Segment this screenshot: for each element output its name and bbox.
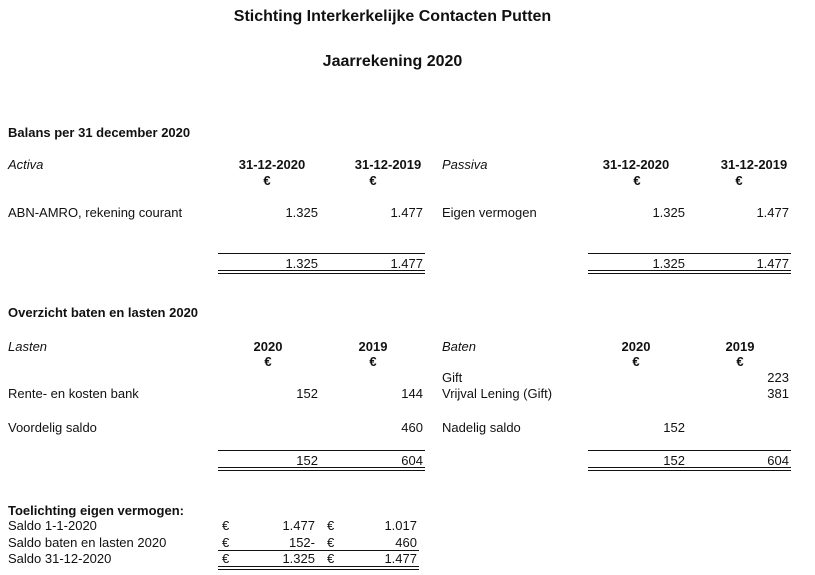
toelichting-currency-2: € [327,551,335,566]
passiva-row-label: Eigen vermogen [442,205,537,220]
toelichting-value-1: 1.325 [282,551,315,566]
activa-col1-header: 31-12-2020 [238,157,306,172]
lasten-col2-header: 2019 [358,339,388,354]
activa-row-value-2020: 1.325 [285,205,318,220]
passiva-col1-currency: € [633,173,641,188]
balans-heading: Balans per 31 december 2020 [8,125,191,140]
toelichting-row-label: Saldo 1-1-2020 [8,518,97,533]
passiva-total-2020: 1.325 [652,256,685,271]
baten-total-2019: 604 [767,453,789,468]
passiva-double-rule [588,270,791,274]
baten-row-label: Vrijval Lening (Gift) [442,386,553,401]
activa-col2-currency: € [369,173,377,188]
lasten-total-2019: 604 [401,453,423,468]
activa-row-label: ABN-AMRO, rekening courant [8,205,183,220]
baten-total-2020: 152 [663,453,685,468]
toelichting-currency-1: € [222,518,230,533]
baten-row-value-2019: 223 [767,370,789,385]
baten-col1-header: 2020 [621,339,651,354]
activa-total-rule [218,253,425,254]
lasten-total-2020: 152 [296,453,318,468]
passiva-col2-header: 31-12-2019 [720,157,788,172]
toelichting-currency-2: € [327,535,335,550]
baten-col1-currency: € [632,354,640,369]
lasten-col1-header: 2020 [253,339,283,354]
passiva-col2-currency: € [735,173,743,188]
passiva-row-value-2019: 1.477 [756,205,789,220]
lasten-row-label: Rente- en kosten bank [8,386,139,401]
lasten-row-label: Voordelig saldo [8,420,97,435]
toelichting-value-2: 1.477 [384,551,417,566]
lasten-total-rule [218,450,425,451]
baten-col2-header: 2019 [725,339,755,354]
lasten-col1-currency: € [264,354,272,369]
toelichting-currency-1: € [222,535,230,550]
activa-row-value-2019: 1.477 [390,205,423,220]
toelichting-row-label: Saldo 31-12-2020 [8,551,112,566]
baten-row-value-2020: 152 [663,420,685,435]
passiva-row-value-2020: 1.325 [652,205,685,220]
activa-total-2019: 1.477 [390,256,423,271]
baten-row-label: Gift [442,370,463,385]
toelichting-row-label: Saldo baten en lasten 2020 [8,535,167,550]
activa-col1-currency: € [263,173,271,188]
toelichting-value-2: 1.017 [384,518,417,533]
toelichting-value-1: 1.477 [282,518,315,533]
page-title: Jaarrekening 2020 [322,53,463,70]
baten-col2-currency: € [736,354,744,369]
toelichting-currency-2: € [327,518,335,533]
baten-total-rule [588,450,791,451]
passiva-label: Passiva [442,157,488,172]
activa-total-2020: 1.325 [285,256,318,271]
toelichting-value-1: 152- [288,535,315,550]
toelichting-currency-1: € [222,551,230,566]
baten-double-rule [588,467,791,471]
baten-label: Baten [442,339,476,354]
lasten-row-value-2019: 460 [401,420,423,435]
toelichting-value-2: 460 [395,535,417,550]
organization-title: Stichting Interkerkelijke Contacten Putt… [233,8,552,25]
overzicht-heading: Overzicht baten en lasten 2020 [8,305,199,320]
activa-col2-header: 31-12-2019 [354,157,422,172]
passiva-total-rule [588,253,791,254]
baten-row-value-2019: 381 [767,386,789,401]
activa-label: Activa [8,157,44,172]
toelichting-heading: Toelichting eigen vermogen: [8,503,185,518]
baten-row-label: Nadelig saldo [442,420,521,435]
passiva-total-2019: 1.477 [756,256,789,271]
toelichting-rule [218,550,419,551]
lasten-double-rule [218,467,425,471]
passiva-col1-header: 31-12-2020 [602,157,670,172]
lasten-col2-currency: € [369,354,377,369]
lasten-label: Lasten [8,339,48,354]
lasten-row-value-2020: 152 [296,386,318,401]
activa-double-rule [218,270,425,274]
lasten-row-value-2019: 144 [401,386,423,401]
toelichting-double-rule [218,566,419,570]
